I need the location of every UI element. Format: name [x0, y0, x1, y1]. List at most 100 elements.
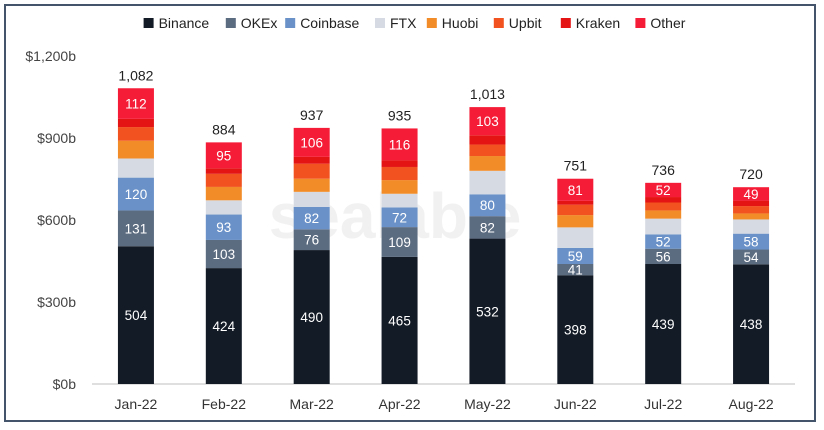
x-tick-label: Aug-22 — [728, 396, 773, 412]
data-label-okex: 54 — [744, 250, 760, 265]
legend-label-okex: OKEx — [241, 15, 278, 31]
data-label-binance: 439 — [652, 317, 675, 332]
bar-segment-binance — [381, 256, 418, 384]
bar-segment-ftx — [205, 200, 242, 215]
data-label-coinbase: 120 — [125, 187, 148, 202]
data-label-binance: 398 — [564, 323, 587, 338]
bar-segment-ftx — [469, 170, 506, 195]
data-label-binance: 424 — [213, 319, 236, 334]
x-tick-label: Apr-22 — [379, 396, 421, 412]
bar-segment-upbit — [205, 173, 242, 187]
bar-segment-huobi — [557, 215, 594, 228]
data-label-other: 52 — [656, 183, 671, 198]
bar-segment-kraken — [645, 197, 682, 203]
bars — [117, 88, 770, 384]
bar-segment-okex — [557, 264, 594, 276]
legend-swatch-ftx — [375, 18, 385, 28]
bar-segment-other — [733, 187, 770, 201]
bar-segment-okex — [293, 229, 330, 251]
bar-segment-upbit — [381, 166, 418, 181]
data-label-other: 112 — [125, 97, 147, 112]
y-tick-label: $0b — [53, 376, 77, 392]
y-tick-label: $1,200b — [25, 48, 76, 64]
data-label-okex: 56 — [656, 249, 671, 264]
data-label-okex: 76 — [304, 233, 319, 248]
data-label-other: 103 — [476, 114, 499, 129]
data-label-okex: 131 — [125, 221, 148, 236]
bar-segment-okex — [645, 248, 682, 265]
legend: Binance OKEx Coinbase FTX Huobi Upbit Kraken Ot… — [143, 15, 686, 31]
legend-swatch-binance — [143, 18, 154, 28]
total-label: 937 — [300, 107, 324, 123]
data-label-okex: 109 — [388, 235, 411, 250]
data-label-coinbase: 72 — [392, 210, 407, 225]
bar-segment-kraken — [469, 135, 506, 145]
bar-segment-kraken — [557, 200, 594, 205]
total-label: 720 — [739, 166, 763, 182]
bar-segment-upbit — [733, 206, 770, 214]
bar-segment-kraken — [205, 168, 242, 174]
legend-swatch-coinbase — [285, 18, 296, 28]
bar-segment-upbit — [117, 127, 154, 141]
total-label: 884 — [212, 121, 236, 137]
bar-segment-binance — [293, 250, 330, 384]
y-tick-label: $600b — [37, 212, 76, 228]
data-label-coinbase: 52 — [656, 235, 671, 250]
data-label-binance: 438 — [740, 317, 763, 332]
data-label-okex: 82 — [480, 220, 495, 235]
bar-segment-ftx — [733, 219, 770, 234]
bar-segment-okex — [205, 239, 242, 269]
bar-segment-other — [117, 88, 154, 119]
bar-segment-huobi — [293, 178, 330, 192]
bar-segment-kraken — [733, 200, 770, 207]
y-tick-label: $900b — [37, 130, 76, 146]
legend-label-upbit: Upbit — [509, 15, 542, 31]
bar-segment-huobi — [733, 213, 770, 220]
bar-segment-coinbase — [469, 194, 506, 217]
x-tick-label: Jan-22 — [115, 396, 158, 412]
bar-segment-kraken — [293, 156, 330, 164]
data-label-other: 106 — [300, 135, 323, 150]
bar-segment-binance — [469, 238, 506, 384]
bar-segment-other — [381, 128, 418, 161]
legend-swatch-kraken — [560, 18, 571, 28]
bar-segment-coinbase — [557, 247, 594, 265]
bar-segment-binance — [117, 246, 154, 384]
data-label-okex: 41 — [568, 263, 583, 278]
axes: $0b $300b $600b $900b $1,200b Jan-22 Feb-22 Mar… — [25, 48, 795, 412]
x-tick-label: May-22 — [464, 396, 511, 412]
bar-segment-huobi — [117, 140, 154, 159]
legend-swatch-other — [635, 18, 646, 28]
bar-segment-other — [645, 182, 682, 198]
data-label-other: 81 — [568, 183, 583, 198]
bar-segment-ftx — [293, 191, 330, 207]
data-label-coinbase: 58 — [744, 235, 759, 250]
bar-segment-coinbase — [645, 234, 682, 249]
bar-segment-upbit — [293, 163, 330, 179]
legend-swatch-upbit — [493, 18, 504, 28]
legend-label-other: Other — [650, 15, 685, 31]
bar-segment-other — [293, 127, 330, 157]
total-label: 751 — [564, 158, 588, 174]
data-label-coinbase: 59 — [568, 249, 583, 264]
bar-segment-coinbase — [117, 177, 154, 211]
total-label: 736 — [652, 162, 676, 178]
bar-segment-coinbase — [733, 233, 770, 250]
total-label: 1,082 — [118, 67, 153, 83]
legend-label-coinbase: Coinbase — [300, 15, 359, 31]
bar-segment-okex — [469, 216, 506, 239]
legend-swatch-huobi — [426, 18, 437, 28]
bar-segment-binance — [645, 264, 682, 384]
x-tick-label: Mar-22 — [290, 396, 335, 412]
bar-segment-ftx — [381, 193, 418, 208]
x-tick-label: Jul-22 — [644, 396, 682, 412]
bar-segment-coinbase — [381, 207, 418, 228]
data-label-coinbase: 93 — [216, 220, 231, 235]
legend-label-kraken: Kraken — [576, 15, 620, 31]
bar-segment-other — [557, 178, 594, 201]
legend-swatch-okex — [225, 18, 236, 28]
total-label: 1,013 — [470, 86, 505, 102]
data-labels: 504 131 120 112 1,082 424 103 93 95 884 490 76 82 106… — [118, 67, 763, 337]
data-label-coinbase: 80 — [480, 198, 495, 213]
